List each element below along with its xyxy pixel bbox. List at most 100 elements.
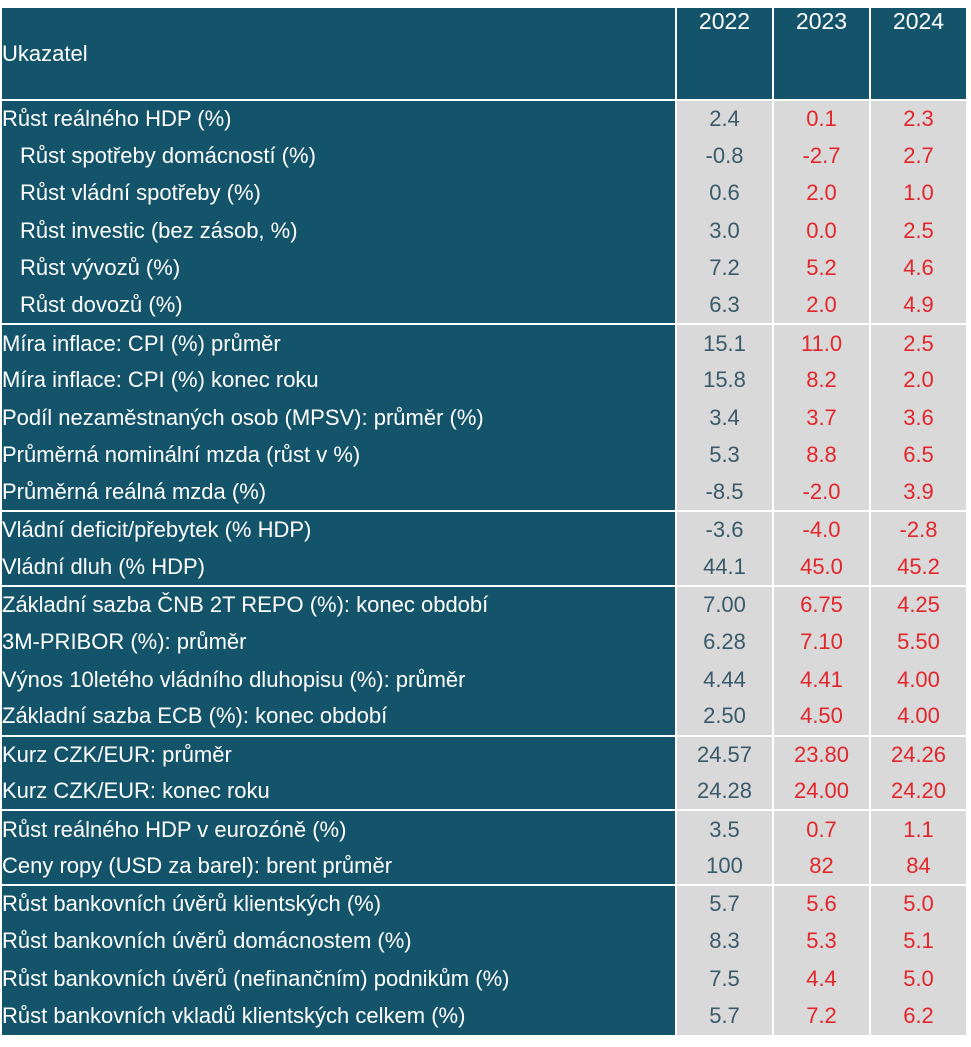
value-2024: 4.25 — [870, 585, 968, 624]
table-row: Růst investic (bez zásob, %) 3.0 0.0 2.5 — [2, 212, 968, 250]
value-2022: 44.1 — [676, 548, 774, 587]
value-2022: 7.2 — [676, 249, 774, 287]
row-label: Ceny ropy (USD za barel): brent průměr — [2, 847, 677, 886]
value-2023: 7.10 — [773, 623, 871, 661]
value-2022: 8.3 — [676, 922, 774, 960]
value-2023: 7.2 — [773, 997, 871, 1035]
value-2024: 3.6 — [870, 399, 968, 437]
row-label: Průměrná nominální mzda (růst v %) — [2, 436, 677, 474]
column-header-year-2024: 2024 — [870, 8, 968, 100]
value-2024: 45.2 — [870, 548, 968, 587]
value-2024: 1.1 — [870, 809, 968, 848]
row-label: Kurz CZK/EUR: konec roku — [2, 773, 677, 811]
table-row: Průměrná reálná mzda (%) -8.5 -2.0 3.9 — [2, 473, 968, 512]
value-2023: 8.8 — [773, 436, 871, 474]
value-2022: -0.8 — [676, 137, 774, 175]
value-2023: -2.0 — [773, 473, 871, 512]
value-2024: 5.0 — [870, 884, 968, 923]
value-2023: -4.0 — [773, 510, 871, 549]
value-2022: 6.28 — [676, 623, 774, 661]
table-row: Vládní dluh (% HDP) 44.1 45.0 45.2 — [2, 548, 968, 587]
table-body: Ukazatel 2022 2023 2024 Růst reálného HD… — [2, 8, 968, 1035]
value-2022: 3.5 — [676, 809, 774, 848]
macro-indicators-table: Ukazatel 2022 2023 2024 Růst reálného HD… — [2, 8, 968, 1035]
value-2023: 23.80 — [773, 734, 871, 774]
table-row: Růst bankovních vkladů klientských celke… — [2, 997, 968, 1035]
value-2024: 3.9 — [870, 473, 968, 512]
table-row: Míra inflace: CPI (%) průměr 15.1 11.0 2… — [2, 323, 968, 362]
value-2024: 24.20 — [870, 773, 968, 811]
value-2023: 4.41 — [773, 660, 871, 699]
value-2022: 4.44 — [676, 660, 774, 699]
value-2023: 4.4 — [773, 959, 871, 998]
value-2024: 2.5 — [870, 323, 968, 362]
value-2024: 6.5 — [870, 436, 968, 474]
table-row: Růst bankovních úvěrů klientských (%) 5.… — [2, 884, 968, 923]
value-2024: -2.8 — [870, 510, 968, 549]
value-2024: 2.0 — [870, 361, 968, 400]
value-2023: 11.0 — [773, 323, 871, 362]
value-2024: 5.50 — [870, 623, 968, 661]
value-2024: 5.1 — [870, 922, 968, 960]
value-2024: 24.26 — [870, 734, 968, 774]
row-label: Kurz CZK/EUR: průměr — [2, 734, 677, 774]
value-2024: 4.9 — [870, 286, 968, 325]
value-2024: 4.6 — [870, 249, 968, 287]
value-2022: 24.28 — [676, 773, 774, 811]
row-label: Výnos 10letého vládního dluhopisu (%): p… — [2, 660, 677, 699]
value-2022: 7.00 — [676, 585, 774, 624]
value-2023: 45.0 — [773, 548, 871, 587]
table-row: Růst spotřeby domácností (%) -0.8 -2.7 2… — [2, 137, 968, 175]
table-row: Růst reálného HDP v eurozóně (%) 3.5 0.7… — [2, 809, 968, 848]
table-row: Míra inflace: CPI (%) konec roku 15.8 8.… — [2, 361, 968, 400]
value-2024: 84 — [870, 847, 968, 886]
value-2022: 3.4 — [676, 399, 774, 437]
row-label: Průměrná reálná mzda (%) — [2, 473, 677, 512]
value-2022: 15.8 — [676, 361, 774, 400]
value-2023: 6.75 — [773, 585, 871, 624]
column-header-year-2022: 2022 — [676, 8, 774, 100]
row-label: Základní sazba ČNB 2T REPO (%): konec ob… — [2, 585, 677, 624]
row-label: Růst bankovních úvěrů klientských (%) — [2, 884, 677, 923]
value-2022: -8.5 — [676, 473, 774, 512]
value-2023: 5.2 — [773, 249, 871, 287]
value-2022: 5.3 — [676, 436, 774, 474]
row-label: Růst reálného HDP (%) — [2, 98, 677, 138]
value-2023: 24.00 — [773, 773, 871, 811]
value-2022: 100 — [676, 847, 774, 886]
row-label: 3M-PRIBOR (%): průměr — [2, 623, 677, 661]
row-label: Základní sazba ECB (%): konec období — [2, 698, 677, 736]
table-row: Kurz CZK/EUR: průměr 24.57 23.80 24.26 — [2, 734, 968, 774]
value-2023: 2.0 — [773, 174, 871, 213]
table-row: Ceny ropy (USD za barel): brent průměr 1… — [2, 847, 968, 886]
row-label: Růst bankovních vkladů klientských celke… — [2, 997, 677, 1035]
value-2024: 6.2 — [870, 997, 968, 1035]
value-2022: 6.3 — [676, 286, 774, 325]
table-row: Podíl nezaměstnaných osob (MPSV): průměr… — [2, 399, 968, 437]
row-label: Růst dovozů (%) — [2, 286, 677, 325]
value-2023: 8.2 — [773, 361, 871, 400]
value-2022: 15.1 — [676, 323, 774, 362]
value-2023: -2.7 — [773, 137, 871, 175]
row-label: Vládní deficit/přebytek (% HDP) — [2, 510, 677, 549]
value-2022: 2.50 — [676, 698, 774, 736]
value-2022: -3.6 — [676, 510, 774, 549]
column-header-indicator: Ukazatel — [2, 8, 677, 100]
value-2022: 2.4 — [676, 98, 774, 138]
value-2023: 5.6 — [773, 884, 871, 923]
table-row: Růst dovozů (%) 6.3 2.0 4.9 — [2, 286, 968, 325]
value-2022: 5.7 — [676, 884, 774, 923]
value-2024: 2.7 — [870, 137, 968, 175]
header-row: Ukazatel 2022 2023 2024 — [2, 8, 968, 100]
value-2023: 4.50 — [773, 698, 871, 736]
value-2023: 5.3 — [773, 922, 871, 960]
table-row: Růst bankovních úvěrů domácnostem (%) 8.… — [2, 922, 968, 960]
table-row: Základní sazba ECB (%): konec období 2.5… — [2, 698, 968, 736]
value-2023: 0.0 — [773, 212, 871, 250]
table-row: Průměrná nominální mzda (růst v %) 5.3 8… — [2, 436, 968, 474]
value-2023: 0.1 — [773, 98, 871, 138]
value-2022: 5.7 — [676, 997, 774, 1035]
table-row: Výnos 10letého vládního dluhopisu (%): p… — [2, 660, 968, 699]
value-2024: 1.0 — [870, 174, 968, 213]
row-label: Míra inflace: CPI (%) konec roku — [2, 361, 677, 400]
